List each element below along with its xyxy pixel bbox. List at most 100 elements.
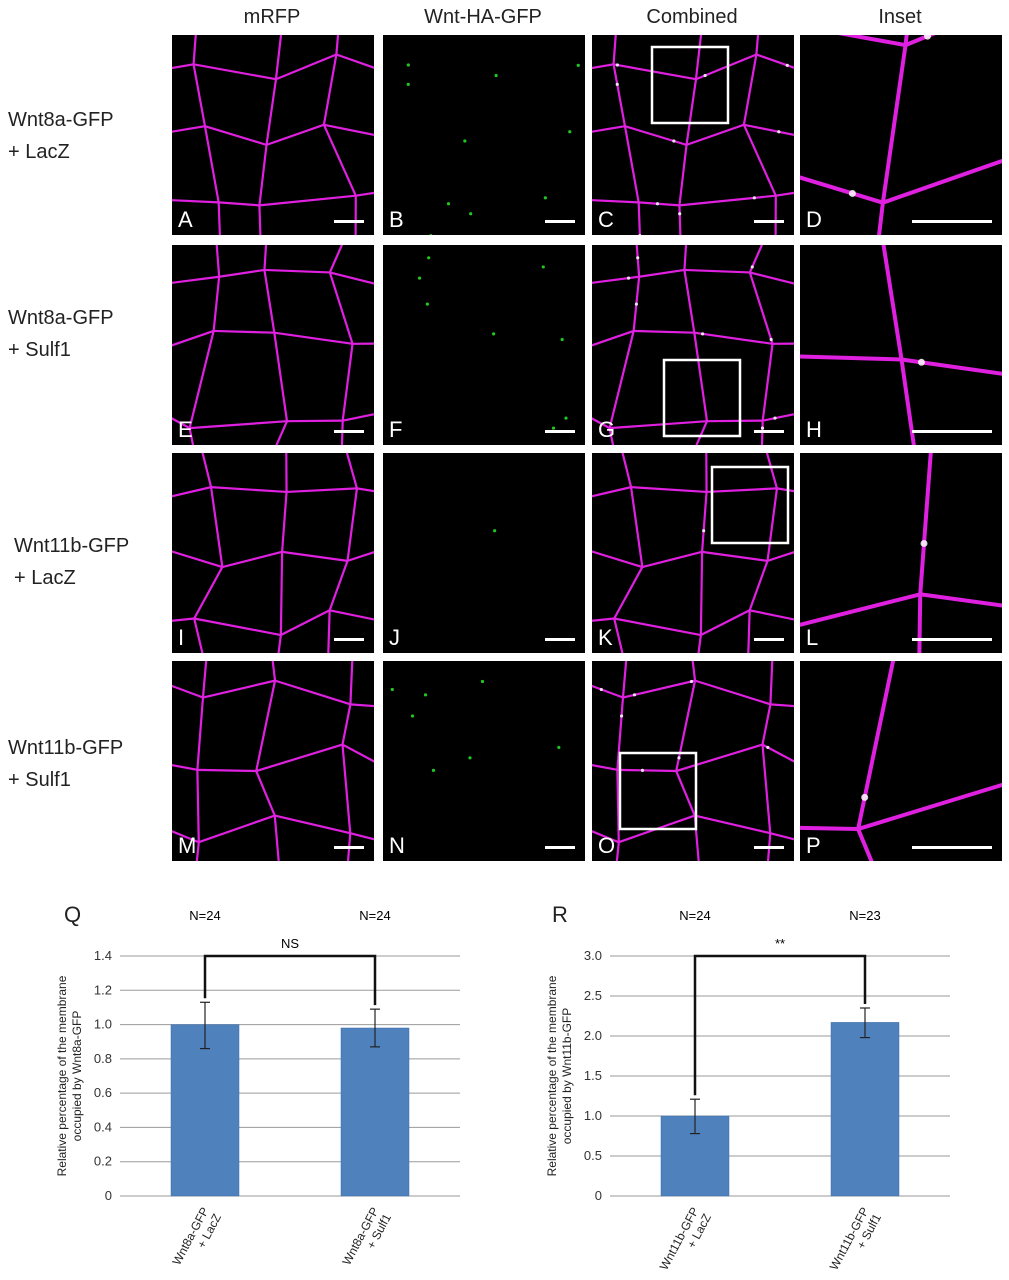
micrograph-image <box>172 453 374 653</box>
micrograph-panel-n: N <box>383 661 585 861</box>
panel-letter: M <box>178 833 197 858</box>
y-tick-label: 2.0 <box>584 1028 602 1043</box>
micrograph-panel-o: O <box>592 661 794 861</box>
panel-letter: I <box>178 625 185 650</box>
error-bar <box>370 1008 380 1048</box>
micrograph-panel-b: B <box>383 35 585 235</box>
y-tick-label: 3.0 <box>584 948 602 963</box>
panel-letter: N <box>389 833 405 858</box>
y-axis-label: Relative percentage of the membraneoccup… <box>55 975 84 1176</box>
n-label: N=24 <box>189 908 220 923</box>
bar <box>340 1027 410 1197</box>
scale-bar <box>754 430 784 433</box>
scale-bar <box>754 220 784 223</box>
row-label-1: Wnt8a-GFP + LacZ <box>8 104 114 168</box>
scale-bar <box>545 846 575 849</box>
scale-bar <box>754 846 784 849</box>
scale-bar <box>334 846 364 849</box>
row-label-line: + LacZ <box>8 141 70 163</box>
y-tick-label: 0.5 <box>584 1148 602 1163</box>
micrograph-panel-h: H <box>800 245 1002 445</box>
error-bar <box>690 1098 700 1135</box>
panel-letter: G <box>598 417 616 442</box>
y-tick-label: 1.4 <box>94 948 112 963</box>
panel-letter: H <box>806 417 822 442</box>
bar <box>830 1022 900 1197</box>
micrograph-panel-i: I <box>172 453 374 653</box>
scale-bar <box>912 638 992 641</box>
micrograph-panel-e: E <box>172 245 374 445</box>
micrograph-image <box>172 35 374 235</box>
row-label-line: Wnt11b-GFP <box>8 737 124 759</box>
micrograph-image <box>800 453 1002 653</box>
row-label-line: + LacZ <box>14 567 76 589</box>
micrograph-image <box>493 529 497 533</box>
scale-bar <box>912 846 992 849</box>
bar-chart-r: 0 0.5 1.0 1.5 2.0 2.5 3.0 Relative percentage o… <box>545 908 950 1279</box>
scale-bar <box>912 220 992 223</box>
row-label-4: Wnt11b-GFP + Sulf1 <box>8 732 123 796</box>
scale-bar <box>545 430 575 433</box>
y-tick-label: 1.0 <box>94 1017 112 1032</box>
scale-bar <box>334 638 364 641</box>
bar <box>170 1024 240 1197</box>
micrograph-panel-l: L <box>800 453 1002 653</box>
chart-letter-q: Q <box>64 902 82 927</box>
row-label-line: + Sulf1 <box>8 769 71 791</box>
row-label-line: Wnt8a-GFP <box>8 109 114 131</box>
inset-box <box>650 45 730 125</box>
micrograph-image <box>592 245 794 445</box>
micrograph-image <box>172 245 374 445</box>
column-title-inset: Inset <box>878 6 922 28</box>
panel-letter: B <box>389 207 404 232</box>
micrograph-panel-f: F <box>383 245 585 445</box>
significance-label: NS <box>281 936 299 951</box>
panel-letter: L <box>806 625 819 650</box>
micrograph-image <box>592 453 794 653</box>
y-tick-label: 0.4 <box>94 1119 112 1134</box>
micrograph-panel-g: G <box>592 245 794 445</box>
micrograph-panel-c: C <box>592 35 794 235</box>
micrograph-image <box>800 661 1002 861</box>
error-bar <box>860 1007 870 1039</box>
chart-letter-r: R <box>552 902 568 927</box>
panel-letter: P <box>806 833 821 858</box>
x-tick-label: Wnt8a-GFP+ LacZ <box>170 1205 224 1274</box>
scale-bar <box>754 638 784 641</box>
y-tick-label: 1.0 <box>584 1108 602 1123</box>
micrograph-image <box>417 256 568 430</box>
micrograph-panel-k: K <box>592 453 794 653</box>
n-label: N=23 <box>849 908 880 923</box>
panel-letter: O <box>598 833 616 858</box>
y-tick-label: 0.2 <box>94 1154 112 1169</box>
row-label-line: Wnt11b-GFP <box>14 535 130 557</box>
scale-bar <box>545 638 575 641</box>
y-tick-label: 0.8 <box>94 1051 112 1066</box>
scale-bar <box>912 430 992 433</box>
x-tick-label: Wnt11b-GFP+ Sulf1 <box>827 1205 884 1279</box>
micrograph-image <box>800 245 1002 445</box>
significance-bracket <box>203 954 377 1006</box>
column-title-mrfp: mRFP <box>243 6 301 28</box>
n-label: N=24 <box>679 908 710 923</box>
micrograph-panel-d: D <box>800 35 1002 235</box>
panel-letter: K <box>598 625 613 650</box>
x-tick-label: Wnt8a-GFP+ Sulf1 <box>340 1205 395 1274</box>
micrograph-image <box>390 679 561 772</box>
inset-box <box>618 751 698 831</box>
row-label-2: Wnt8a-GFP + Sulf1 <box>8 302 114 366</box>
panel-letter: C <box>598 207 614 232</box>
significance-label: ** <box>775 936 785 951</box>
panel-letter: F <box>389 417 403 442</box>
micrograph-image <box>592 35 794 235</box>
error-bar <box>200 1001 210 1050</box>
panel-letter: J <box>389 625 400 650</box>
inset-box <box>662 358 742 438</box>
panel-letter: D <box>806 207 822 232</box>
y-axis-label: Relative percentage of the membraneoccup… <box>545 975 574 1176</box>
scale-bar <box>334 430 364 433</box>
scale-bar <box>334 220 364 223</box>
scale-bar <box>545 220 575 223</box>
row-label-3: Wnt11b-GFP + LacZ <box>14 530 129 594</box>
panel-letter: E <box>178 417 193 442</box>
